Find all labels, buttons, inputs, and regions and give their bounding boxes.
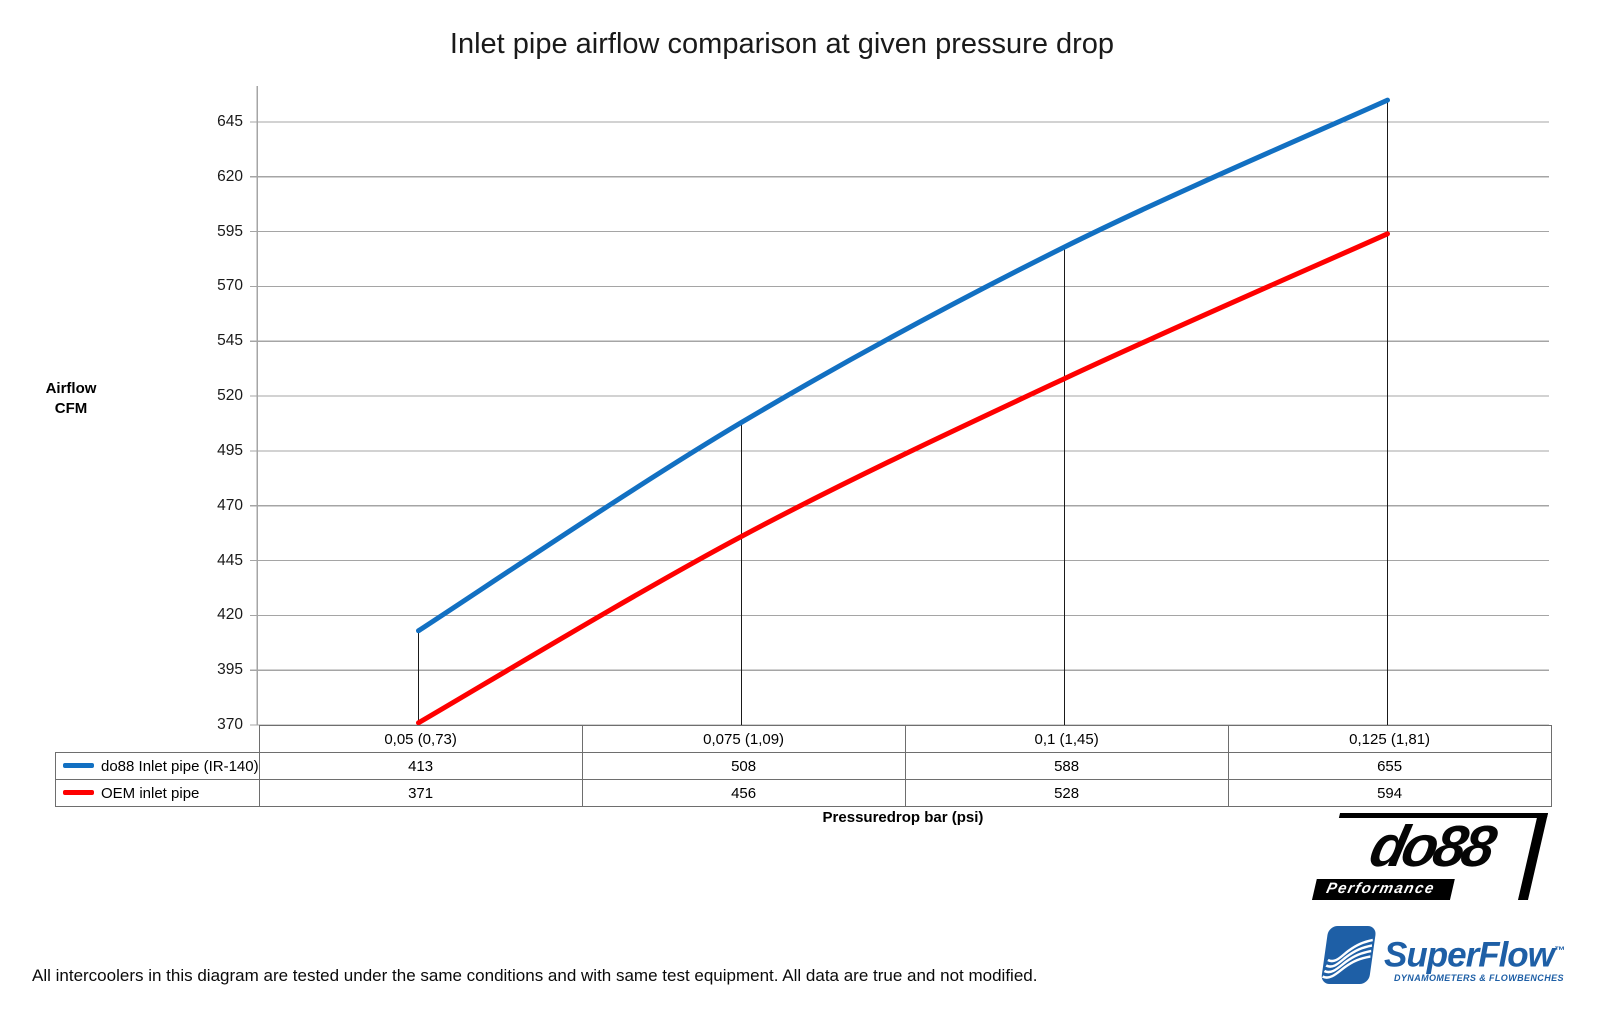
series-row: OEM inlet pipe 371 456 528 594 [55, 779, 1552, 807]
do88-logo-text: do88 [1364, 814, 1499, 879]
value-cell: 371 [258, 779, 583, 807]
y-tick-label: 595 [217, 222, 243, 240]
series-row: do88 Inlet pipe (IR-140) 413 508 588 655 [55, 752, 1552, 780]
category-row: 0,05 (0,73) 0,075 (1,09) 0,1 (1,45) 0,125 (… [56, 725, 1552, 753]
legend-label: do88 Inlet pipe (IR-140) [101, 757, 259, 775]
value-cell: 588 [904, 752, 1229, 780]
footer-note: All intercoolers in this diagram are tes… [32, 966, 1038, 985]
y-tick-label: 545 [217, 332, 243, 350]
category-cell: 0,125 (1,81) [1227, 725, 1552, 753]
legend-key [63, 763, 94, 768]
category-cell: 0,075 (1,09) [581, 725, 906, 753]
chart-title: Inlet pipe airflow comparison at given p… [449, 28, 1115, 60]
category-cell: 0,05 (0,73) [258, 725, 583, 753]
value-cell: 594 [1227, 779, 1552, 807]
y-tick-label: 570 [217, 277, 243, 295]
series-line [416, 231, 1390, 726]
y-axis-label-line1: Airflow [45, 380, 97, 397]
value-cell: 655 [1227, 752, 1552, 780]
y-tick-label: 470 [217, 496, 243, 514]
series-line [416, 97, 1390, 634]
data-table: 0,05 (0,73) 0,075 (1,09) 0,1 (1,45) 0,125 (… [55, 725, 1552, 807]
x-axis-label: Pressuredrop bar (psi) [822, 809, 984, 826]
do88-logo-performance: Performance [1311, 879, 1456, 900]
superflow-logo: SuperFlow™ DYNAMOMETERS & FLOWBENCHES [1316, 924, 1565, 988]
value-cell: 528 [904, 779, 1229, 807]
trademark-symbol: ™ [1553, 945, 1565, 957]
legend-key [63, 790, 94, 795]
superflow-text-block: SuperFlow™ DYNAMOMETERS & FLOWBENCHES [1384, 934, 1565, 983]
y-tick-label: 445 [217, 551, 243, 569]
y-tick-label: 620 [217, 167, 243, 185]
value-cell: 413 [258, 752, 583, 780]
y-tick-label: 420 [217, 606, 243, 624]
y-axis-label: Airflow CFM [28, 379, 114, 419]
superflow-icon [1321, 926, 1376, 984]
y-tick-label: 395 [217, 661, 243, 679]
y-tick-label: 495 [217, 441, 243, 459]
y-axis-label-line2: CFM [54, 400, 88, 417]
table-corner-cell [56, 726, 260, 753]
value-cell: 508 [581, 752, 906, 780]
do88-logo: do88 Performance [1311, 813, 1549, 900]
superflow-wordmark: SuperFlow™ [1384, 935, 1565, 975]
y-tick-label: 520 [217, 387, 243, 405]
superflow-tagline: DYNAMOMETERS & FLOWBENCHES [1394, 972, 1564, 983]
value-cell: 456 [581, 779, 906, 807]
legend-cell: OEM inlet pipe [55, 779, 260, 807]
legend-label: OEM inlet pipe [101, 784, 200, 802]
category-cell: 0,1 (1,45) [904, 725, 1229, 753]
y-tick-label: 645 [217, 113, 243, 130]
y-tick-label: 370 [217, 716, 243, 733]
legend-cell: do88 Inlet pipe (IR-140) [55, 752, 260, 780]
